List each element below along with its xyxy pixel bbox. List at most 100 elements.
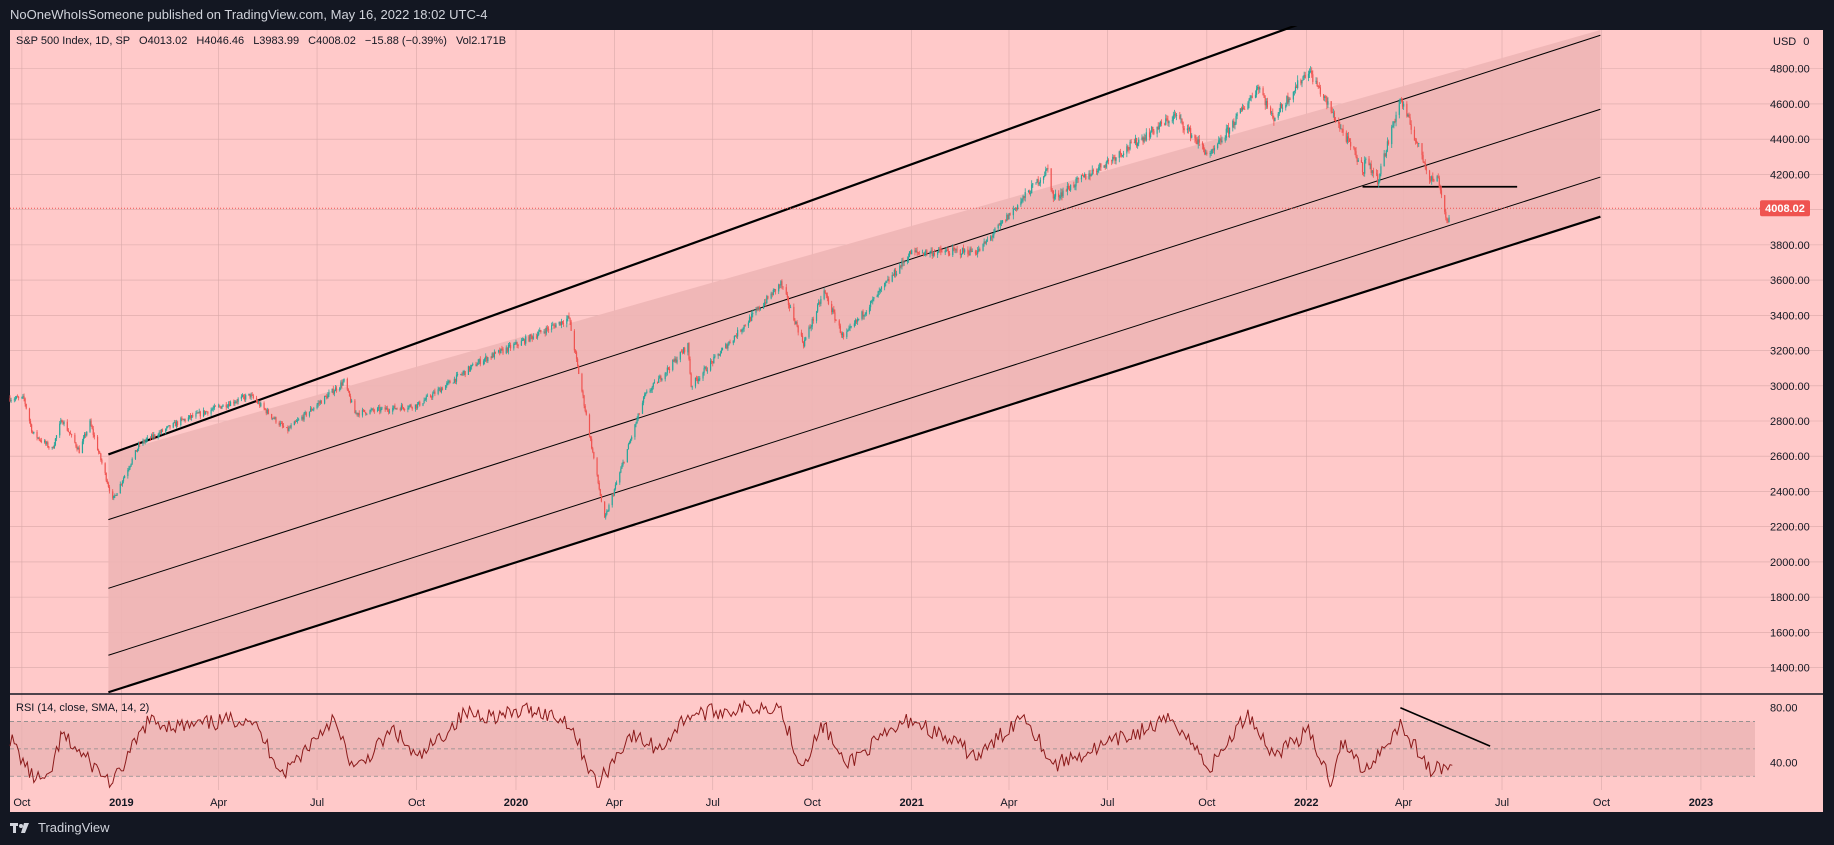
channel-top-line: [108, 26, 1298, 456]
price-tick-label: 4800.00: [1770, 64, 1810, 76]
candle-body: [1148, 132, 1151, 138]
candle-body: [410, 404, 412, 408]
time-tick-label: Oct: [1198, 797, 1215, 809]
candle-body: [1128, 149, 1130, 150]
candle-body: [752, 312, 754, 314]
candle-body: [379, 407, 381, 412]
candle-body: [1356, 156, 1358, 162]
candle-body: [651, 386, 653, 391]
candle-body: [180, 418, 182, 426]
legend-volume: Vol2.171B: [456, 35, 506, 47]
candle-body: [954, 249, 956, 251]
candle-body: [1278, 112, 1280, 114]
candle-body: [790, 306, 792, 308]
candle-body: [320, 400, 322, 404]
candle-body: [1319, 87, 1321, 95]
price-tick-label: 1400.00: [1770, 663, 1810, 675]
candle-body: [1042, 176, 1045, 180]
candle-body: [853, 323, 855, 327]
candle-body: [16, 396, 19, 398]
candle-body: [848, 327, 850, 330]
candle-body: [494, 351, 497, 353]
price-tick-label: 1600.00: [1770, 627, 1810, 639]
candle-body: [1151, 126, 1153, 133]
candle-body: [316, 404, 318, 409]
candle-body: [780, 281, 782, 286]
candle-body: [1445, 211, 1447, 218]
candle-body: [484, 359, 486, 362]
candle-body: [514, 343, 516, 345]
candle-body: [1008, 213, 1010, 220]
price-tick-label: 4400.00: [1770, 134, 1810, 146]
candle-body: [903, 261, 905, 263]
candle-body: [91, 425, 93, 429]
candle-body: [1428, 170, 1431, 180]
candle-body: [318, 402, 320, 404]
candle-body: [33, 431, 35, 434]
candle-body: [629, 439, 632, 443]
candle-body: [774, 288, 777, 292]
candle-body: [1425, 166, 1427, 171]
candle-body: [502, 348, 504, 354]
candle-body: [1293, 90, 1296, 92]
candle-body: [623, 461, 625, 463]
candle-body: [1130, 141, 1132, 143]
candle-body: [1187, 128, 1190, 130]
candle-body: [820, 298, 822, 304]
candle-body: [664, 373, 666, 380]
candle-body: [842, 333, 845, 337]
candle-body: [1407, 114, 1409, 117]
candle-body: [1134, 137, 1137, 144]
candle-body: [1050, 168, 1052, 191]
candle-body: [486, 356, 488, 362]
candle-body: [1015, 207, 1018, 210]
candle-body: [636, 418, 638, 424]
candle-body: [313, 408, 315, 410]
candle-body: [457, 374, 459, 375]
candle-body: [833, 309, 835, 313]
candle-body: [361, 409, 364, 416]
candle-body: [266, 409, 268, 414]
candle-body: [1265, 101, 1267, 106]
candle-body: [699, 378, 701, 380]
candle-body: [334, 387, 337, 392]
candle-body: [1288, 98, 1290, 103]
candle-body: [260, 403, 262, 407]
candle-body: [122, 478, 125, 482]
rsi-line: [9, 699, 1453, 789]
candle-body: [891, 275, 893, 282]
candle-body: [645, 392, 647, 395]
candle-body: [438, 388, 440, 390]
candle-body: [1331, 111, 1333, 113]
candle-body: [356, 412, 358, 415]
candle-body: [364, 409, 366, 413]
candle-body: [649, 390, 651, 392]
candle-body: [554, 325, 556, 328]
candle-body: [1385, 150, 1387, 157]
candle-body: [771, 293, 773, 296]
tradingview-logo[interactable]: TradingView: [10, 820, 110, 835]
candle-body: [82, 437, 85, 442]
candle-body: [581, 373, 583, 392]
candle-body: [968, 254, 970, 256]
candle-body: [666, 367, 668, 373]
candle-body: [1277, 113, 1279, 118]
candle-body: [690, 373, 692, 387]
candle-body: [182, 418, 184, 420]
tradingview-logo-icon: [10, 822, 29, 833]
candle-body: [1022, 196, 1024, 199]
candle-body: [892, 275, 894, 276]
currency-code: USD: [1773, 36, 1796, 48]
candle-body: [464, 371, 466, 375]
candle-body: [92, 428, 94, 435]
price-tick-label: 3000.00: [1770, 381, 1810, 393]
candle-body: [1250, 96, 1252, 98]
candle-body: [52, 447, 54, 449]
candle-body: [758, 306, 760, 310]
candle-body: [1077, 177, 1079, 180]
candle-body: [585, 411, 587, 415]
candle-body: [467, 366, 470, 375]
candle-body: [395, 408, 397, 410]
candle-body: [1440, 190, 1443, 196]
